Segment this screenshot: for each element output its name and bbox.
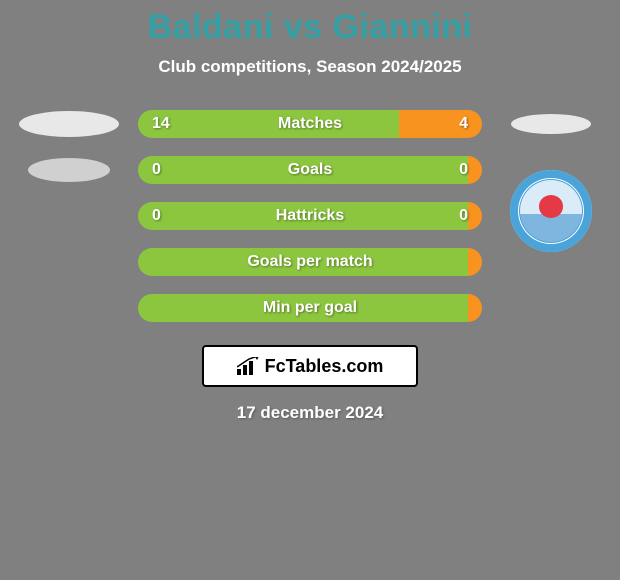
bar-label: Goals <box>138 156 482 184</box>
bar-value-right: 0 <box>459 156 468 184</box>
footer-logo-text: FcTables.com <box>265 356 384 377</box>
stat-row: Goals per match <box>0 239 620 285</box>
stat-row: Matches14 4 <box>0 101 620 147</box>
bar-label: Hattricks <box>138 202 482 230</box>
bar-label: Matches <box>138 110 482 138</box>
stat-bar: Goals0 0 <box>138 156 482 184</box>
bar-label: Min per goal <box>138 294 482 322</box>
stat-bar: Min per goal <box>138 294 482 322</box>
bar-value-right: 4 <box>459 110 468 138</box>
bar-value-left: 0 <box>152 202 161 230</box>
right-side-graphic <box>482 114 620 134</box>
stat-bar: Hattricks0 0 <box>138 202 482 230</box>
bar-value-right: 0 <box>459 202 468 230</box>
stat-bar: Matches14 4 <box>138 110 482 138</box>
bar-value-left: 0 <box>152 156 161 184</box>
bar-label: Goals per match <box>138 248 482 276</box>
placeholder-oval <box>28 158 110 182</box>
placeholder-oval <box>511 114 591 134</box>
page-title: Baldani vs Giannini <box>0 0 620 47</box>
footer-date: 17 december 2024 <box>0 403 620 423</box>
stat-row: Goals0 0 <box>0 147 620 193</box>
left-side-graphic <box>0 111 138 137</box>
placeholder-oval <box>19 111 119 137</box>
chart-icon <box>237 357 259 375</box>
left-side-graphic <box>0 158 138 182</box>
bar-value-left: 14 <box>152 110 170 138</box>
club-badge-icon <box>510 170 592 252</box>
stat-bar: Goals per match <box>138 248 482 276</box>
stat-rows: Matches144Goals00Hattricks00Goals per ma… <box>0 101 620 331</box>
infographic-container: Baldani vs Giannini Club competitions, S… <box>0 0 620 580</box>
footer-logo: FcTables.com <box>202 345 418 387</box>
subtitle: Club competitions, Season 2024/2025 <box>0 57 620 77</box>
stat-row: Min per goal <box>0 285 620 331</box>
